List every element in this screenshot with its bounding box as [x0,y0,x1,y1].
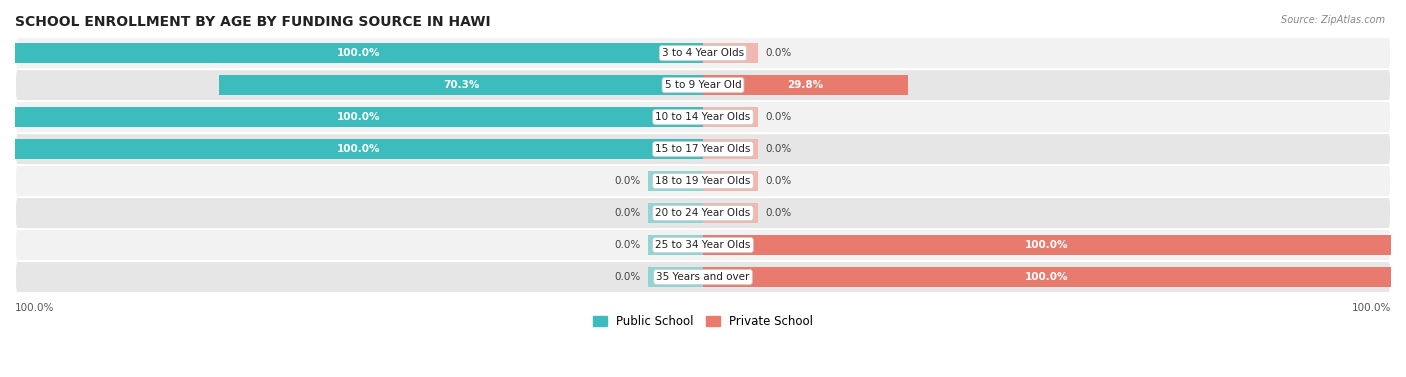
Bar [15,107,703,127]
Text: 0.0%: 0.0% [765,48,792,58]
Text: 0.0%: 0.0% [614,240,641,250]
Text: 3 to 4 Year Olds: 3 to 4 Year Olds [662,48,744,58]
Text: 100.0%: 100.0% [337,112,381,122]
FancyBboxPatch shape [15,197,1391,229]
FancyBboxPatch shape [15,133,1391,165]
Bar [703,171,758,191]
Text: 0.0%: 0.0% [765,144,792,154]
Text: 100.0%: 100.0% [337,144,381,154]
FancyBboxPatch shape [15,69,1391,101]
Bar [703,203,758,223]
Bar [15,139,703,159]
Text: 0.0%: 0.0% [614,272,641,282]
Bar [648,171,703,191]
Text: 0.0%: 0.0% [614,208,641,218]
Bar [703,267,1391,287]
Text: SCHOOL ENROLLMENT BY AGE BY FUNDING SOURCE IN HAWI: SCHOOL ENROLLMENT BY AGE BY FUNDING SOUR… [15,15,491,29]
Text: 0.0%: 0.0% [614,176,641,186]
Text: 10 to 14 Year Olds: 10 to 14 Year Olds [655,112,751,122]
Text: 15 to 17 Year Olds: 15 to 17 Year Olds [655,144,751,154]
Bar [648,267,703,287]
Text: 29.8%: 29.8% [787,80,824,90]
Text: 25 to 34 Year Olds: 25 to 34 Year Olds [655,240,751,250]
Bar [15,43,703,63]
Text: 100.0%: 100.0% [15,303,55,313]
Bar [648,235,703,255]
Text: 0.0%: 0.0% [765,176,792,186]
Bar [703,139,758,159]
Text: 70.3%: 70.3% [443,80,479,90]
Text: 100.0%: 100.0% [1025,272,1069,282]
Bar [703,43,758,63]
Text: 0.0%: 0.0% [765,208,792,218]
Text: 100.0%: 100.0% [1351,303,1391,313]
Text: Source: ZipAtlas.com: Source: ZipAtlas.com [1281,15,1385,25]
Text: 0.0%: 0.0% [765,112,792,122]
Bar [703,107,758,127]
Bar [703,75,908,95]
Text: 100.0%: 100.0% [337,48,381,58]
Text: 5 to 9 Year Old: 5 to 9 Year Old [665,80,741,90]
Legend: Public School, Private School: Public School, Private School [588,311,818,333]
FancyBboxPatch shape [15,229,1391,261]
FancyBboxPatch shape [15,165,1391,197]
Text: 35 Years and over: 35 Years and over [657,272,749,282]
FancyBboxPatch shape [15,37,1391,69]
Text: 20 to 24 Year Olds: 20 to 24 Year Olds [655,208,751,218]
Bar [219,75,703,95]
Bar [648,203,703,223]
Bar [703,235,1391,255]
Text: 100.0%: 100.0% [1025,240,1069,250]
FancyBboxPatch shape [15,101,1391,133]
FancyBboxPatch shape [15,261,1391,293]
Text: 18 to 19 Year Olds: 18 to 19 Year Olds [655,176,751,186]
